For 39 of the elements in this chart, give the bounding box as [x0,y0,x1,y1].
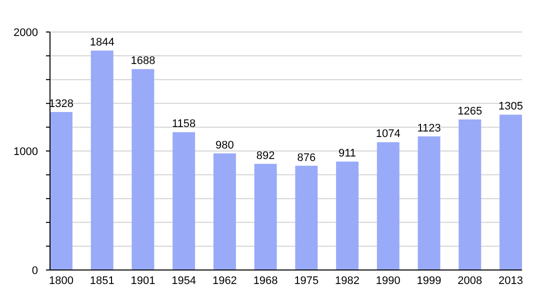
x-tick-label: 1962 [212,275,237,287]
data-label: 1328 [48,98,74,110]
x-tick-label: 1901 [130,275,156,287]
bar [50,112,72,270]
bar [172,132,196,270]
bar [376,142,400,270]
data-label: 1688 [130,55,156,68]
data-label: 1074 [376,128,400,140]
data-label: 980 [216,139,234,152]
x-tick-label: 1800 [48,275,74,287]
data-label: 1844 [90,36,114,49]
x-tick-label: 1999 [416,275,442,287]
data-label: 1158 [172,118,196,130]
bar [213,153,236,270]
data-label: 1265 [458,105,482,118]
bar [500,114,522,270]
data-label: 892 [256,150,275,162]
data-label: 911 [338,148,356,160]
bar [254,164,277,270]
bar [418,136,440,270]
x-tick-label: 1968 [253,275,278,287]
x-tick-label: 1975 [294,275,319,287]
x-tick-label: 2008 [458,275,482,287]
x-tick-label: 1851 [90,275,114,287]
data-label: 1123 [417,122,441,134]
bar [90,50,114,270]
bar [336,162,359,270]
x-tick-label: 1982 [335,275,360,287]
x-tick-label: 1954 [172,275,196,287]
bar [295,166,318,270]
y-tick-label: 1000 [14,146,38,158]
y-tick-label: 0 [32,265,38,277]
bar [132,69,154,270]
data-label: 1305 [498,100,524,113]
y-tick-label: 2000 [14,27,38,39]
x-tick-label: 2013 [498,275,524,287]
data-label: 876 [297,152,316,164]
bar [458,119,482,270]
x-tick-label: 1990 [376,275,400,287]
